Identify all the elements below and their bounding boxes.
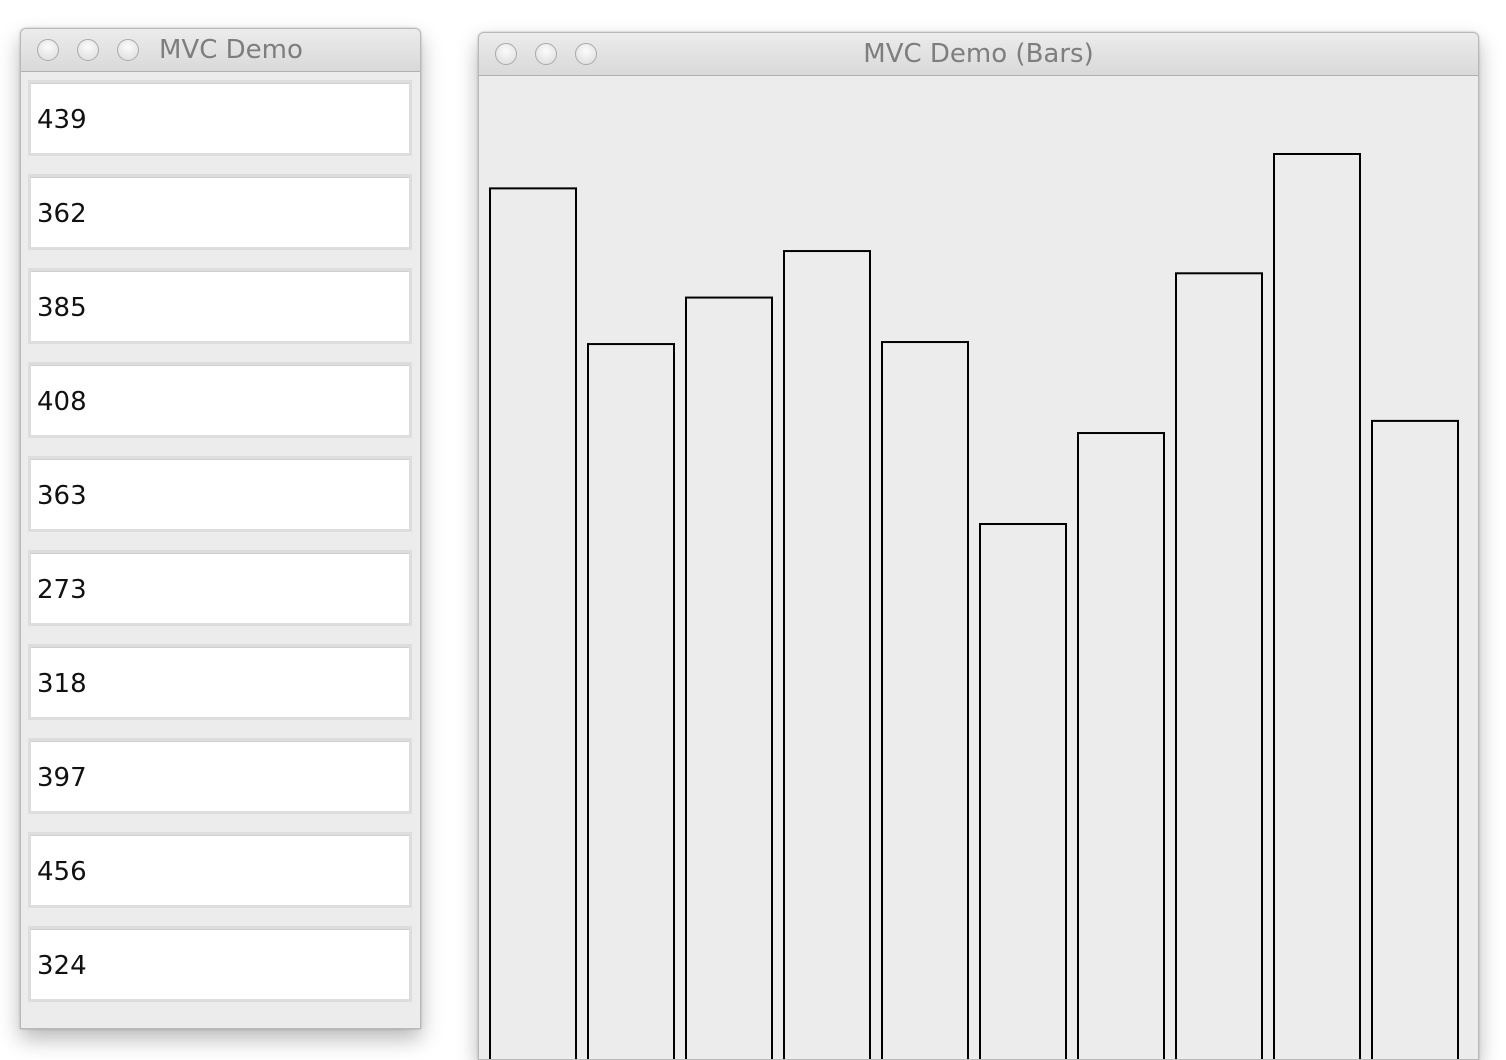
bars-window-titlebar[interactable]: MVC Demo (Bars)	[479, 33, 1478, 76]
bar-chart-svg	[489, 153, 1459, 1059]
value-field-2[interactable]: 362	[28, 174, 412, 250]
zoom-window-button[interactable]	[117, 39, 139, 61]
bar-9	[1273, 153, 1361, 1059]
value-field-8[interactable]: 397	[28, 738, 412, 814]
bar-8	[1175, 272, 1263, 1059]
value-field-text: 273	[37, 575, 87, 605]
value-field-9[interactable]: 456	[28, 832, 412, 908]
value-field-3[interactable]: 385	[28, 268, 412, 344]
value-field-6[interactable]: 273	[28, 550, 412, 626]
close-window-button[interactable]	[37, 39, 59, 61]
value-field-10[interactable]: 324	[28, 926, 412, 1002]
value-field-text: 324	[37, 951, 87, 981]
bar-1	[489, 187, 577, 1059]
value-field-5[interactable]: 363	[28, 456, 412, 532]
bar-6	[979, 523, 1067, 1059]
bar-3	[685, 296, 773, 1059]
value-field-text: 362	[37, 199, 87, 229]
bar-2	[587, 343, 675, 1059]
value-field-text: 385	[37, 293, 87, 323]
values-window: MVC Demo 439 362 385 408 363 273 318 397…	[20, 28, 421, 1029]
close-window-button[interactable]	[495, 43, 517, 65]
window-title: MVC Demo	[159, 35, 303, 65]
bar-chart	[479, 76, 1478, 1059]
bar-7	[1077, 432, 1165, 1059]
bar-10	[1371, 419, 1459, 1059]
zoom-window-button[interactable]	[575, 43, 597, 65]
value-field-text: 363	[37, 481, 87, 511]
values-window-titlebar[interactable]: MVC Demo	[21, 29, 420, 72]
minimize-window-button[interactable]	[535, 43, 557, 65]
bars-window: MVC Demo (Bars)	[478, 32, 1479, 1060]
bar-5	[881, 341, 969, 1059]
value-field-text: 439	[37, 105, 87, 135]
value-field-4[interactable]: 408	[28, 362, 412, 438]
window-title: MVC Demo (Bars)	[863, 39, 1094, 69]
value-field-7[interactable]: 318	[28, 644, 412, 720]
value-field-1[interactable]: 439	[28, 80, 412, 156]
value-field-text: 397	[37, 763, 87, 793]
value-field-text: 408	[37, 387, 87, 417]
minimize-window-button[interactable]	[77, 39, 99, 61]
value-field-text: 456	[37, 857, 87, 887]
bar-4	[783, 250, 871, 1059]
value-field-text: 318	[37, 669, 87, 699]
